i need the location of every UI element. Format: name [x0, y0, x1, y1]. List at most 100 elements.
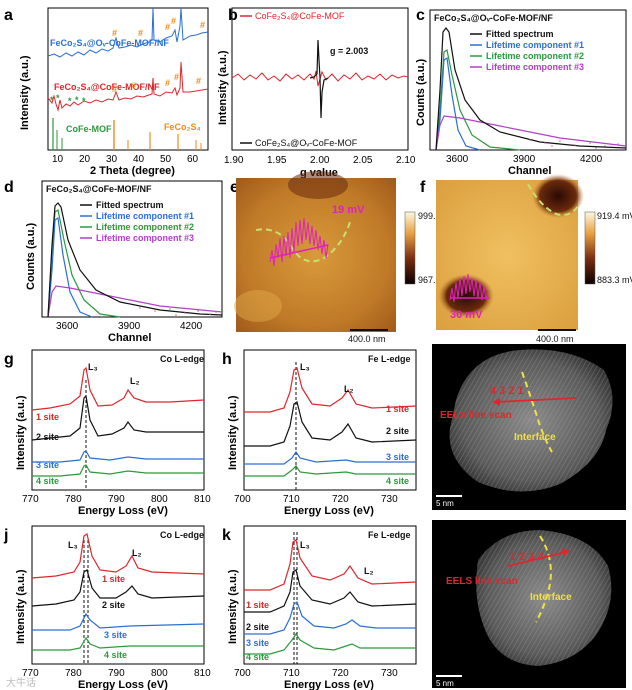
- y-label-h: Intensity (a.u.): [227, 395, 239, 470]
- series-line-green: [32, 636, 204, 651]
- x-label-a: 2 Theta (degree): [90, 165, 175, 177]
- svg-text:790: 790: [108, 494, 125, 505]
- sample-title-c: FeCo₂S₄@Oᵥ-CoFe-MOF/NF: [434, 13, 553, 23]
- svg-text:10: 10: [52, 154, 64, 165]
- colorbar-f: [584, 211, 596, 285]
- y-label-j: Intensity (a.u.): [15, 569, 27, 644]
- panel-label-a: a: [4, 7, 13, 24]
- x-label-h: Energy Loss (eV): [284, 505, 374, 517]
- series-line-purple: [47, 285, 223, 318]
- eels-label-i: EELS line scan: [440, 410, 512, 421]
- svg-text:810: 810: [194, 668, 211, 679]
- plot-frame: [231, 7, 409, 151]
- interface-dashed-line: [521, 371, 553, 453]
- interface-label-i: Interface: [514, 432, 556, 443]
- series-line-black: [244, 569, 417, 613]
- x-ticks-a: 10 20 30 40 50 60: [52, 154, 199, 165]
- series-line-black: [31, 394, 204, 441]
- x-ticks-h: 700 710 720 730: [234, 494, 398, 505]
- svg-text:#: #: [131, 81, 136, 91]
- interface-label-l: Interface: [530, 592, 572, 603]
- scale-label-l: 5 nm: [436, 679, 454, 688]
- site-label-1: 1 site: [36, 412, 59, 422]
- series-line-red: [231, 70, 409, 87]
- edge-L3-j: L₃: [68, 540, 78, 550]
- data-dots: [529, 139, 619, 149]
- series-line-blue: [435, 56, 481, 151]
- series-line-red: [31, 533, 205, 579]
- dark-region: [288, 171, 348, 199]
- svg-text:#: #: [165, 78, 170, 88]
- panel-k-eels: k Fe L-edge L₃ L₂ 1 site 2 site 3 site 4…: [222, 525, 417, 690]
- site-label-4: 4 site: [104, 650, 127, 660]
- series-line-black: [244, 401, 417, 447]
- site-label-2: 2 site: [246, 622, 269, 632]
- panel-label-j: j: [3, 527, 8, 544]
- arrow-head: [562, 548, 570, 556]
- panel-label-c: c: [416, 7, 425, 24]
- svg-text:720: 720: [332, 494, 349, 505]
- panel-label-g: g: [4, 351, 14, 368]
- x-label-d: Channel: [108, 332, 151, 344]
- svg-text:710: 710: [283, 494, 300, 505]
- series-line-green: [244, 465, 416, 477]
- y-label-b: Intensity (a.u.): [217, 50, 229, 125]
- plot-frame: [243, 525, 417, 665]
- svg-text:4200: 4200: [580, 154, 603, 165]
- svg-text:#: #: [112, 28, 117, 38]
- svg-text:*: *: [82, 96, 86, 106]
- peak-stars: * * * * *: [50, 93, 86, 106]
- edge-L3-h: L₃: [300, 362, 310, 372]
- svg-text:730: 730: [381, 494, 398, 505]
- svg-text:790: 790: [108, 668, 125, 679]
- x-label-c: Channel: [508, 165, 551, 177]
- edge-L2-k: L₂: [364, 566, 374, 576]
- y-label-k: Intensity (a.u.): [227, 569, 239, 644]
- edge-title-h: Fe L-edge: [368, 354, 411, 364]
- panel-i-stem: i 4 3 2 1 EELS line scan Interface 5 nm: [432, 344, 626, 510]
- g-annotation: g = 2.003: [330, 46, 368, 56]
- svg-text:40: 40: [133, 154, 145, 165]
- panel-a-xrd: a FeCo₂S₄@Oᵥ-CoFe-MOF/NF FeCo₂S₄@CoFe-MO…: [4, 7, 209, 177]
- svg-text:50: 50: [160, 154, 172, 165]
- svg-text:20: 20: [79, 154, 91, 165]
- svg-text:780: 780: [65, 668, 82, 679]
- scale-label-f: 400.0 nm: [536, 334, 574, 344]
- svg-text:810: 810: [194, 494, 211, 505]
- series-line-red: [31, 366, 205, 411]
- edge-L2-g: L₂: [130, 376, 140, 386]
- panel-c-pals: c FeCo₂S₄@Oᵥ-CoFe-MOF/NF Fitted spectrum…: [415, 7, 627, 177]
- legend-d: Fitted spectrum Lifetime component #1 Li…: [80, 200, 194, 243]
- svg-text:60: 60: [187, 154, 199, 165]
- sample-title-d: FeCo₂S₄@CoFe-MOF/NF: [46, 184, 152, 194]
- panel-label-f: f: [420, 179, 426, 196]
- series-line-green: [32, 464, 204, 477]
- x-label-k: Energy Loss (eV): [284, 679, 374, 690]
- interface-dashed-line: [255, 221, 351, 263]
- series-line-green: [244, 632, 416, 655]
- plot-frame: [31, 525, 205, 665]
- panel-g-eels: g Co L-edge L₃ L₂ 1 site 2 site 3 site 4…: [4, 349, 211, 517]
- legend-red: CoFe₂S₄@CoFe-MOF: [255, 11, 345, 21]
- eels-line-scan-arrow: [507, 551, 567, 567]
- potential-profile: [449, 273, 489, 303]
- profile-label-e: 19 mV: [332, 204, 365, 216]
- series-line-blue: [47, 216, 93, 318]
- svg-text:*: *: [56, 93, 60, 103]
- svg-text:710: 710: [283, 668, 300, 679]
- plot-frame: [41, 180, 223, 318]
- site-numbers-l: 1 2 3 4: [510, 551, 545, 563]
- svg-text:#: #: [171, 16, 176, 26]
- series-line-purple: [435, 115, 627, 151]
- colorbar-max-f: 919.4 mV: [597, 211, 632, 221]
- svg-text:2.10: 2.10: [396, 155, 416, 166]
- site-numbers-i: 4 3 2 1: [490, 385, 524, 397]
- legend-item: Lifetime component #2: [486, 51, 584, 61]
- y-label-g: Intensity (a.u.): [15, 395, 27, 470]
- panel-b-epr: b g = 2.003 CoFe₂S₄@CoFe-MOF CoFe₂S₄@Oᵥ-…: [217, 7, 416, 179]
- svg-text:700: 700: [234, 494, 251, 505]
- x-ticks-b: 1.90 1.95 2.00 2.05 2.10: [224, 155, 416, 166]
- svg-text:800: 800: [151, 668, 168, 679]
- x-ticks-c: 3600 3900 4200: [446, 154, 603, 165]
